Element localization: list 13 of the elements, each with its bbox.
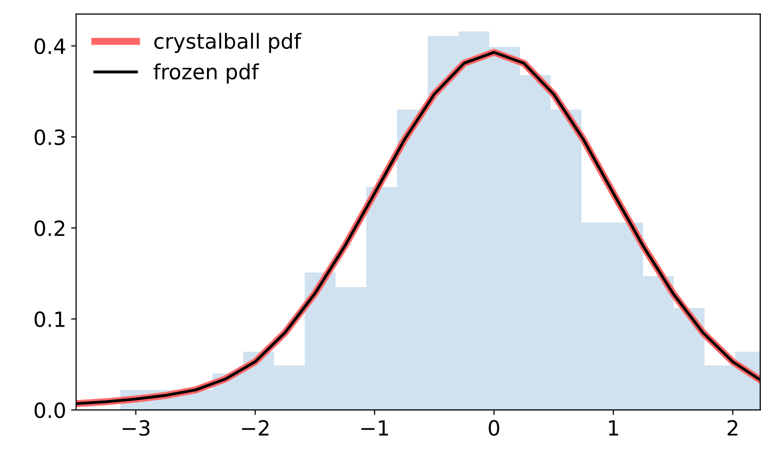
y-tick-label: 0.3 — [34, 129, 65, 146]
x-tick-label: 1 — [609, 420, 618, 436]
x-tick-label: −1 — [361, 420, 388, 436]
y-tick-label: 0.1 — [34, 311, 64, 328]
y-tick-label: 0.2 — [34, 220, 64, 236]
x-tick-label: −2 — [242, 420, 268, 436]
x-tick-label: 0 — [488, 420, 500, 436]
y-tick-label: 0.0 — [34, 402, 65, 418]
x-tick-label: −3 — [122, 420, 150, 436]
legend-label: crystalball pdf — [154, 32, 302, 53]
y-tick-label: 0.4 — [34, 38, 66, 54]
x-tick-label: 2 — [728, 420, 738, 436]
legend-label: frozen pdf — [154, 63, 260, 84]
